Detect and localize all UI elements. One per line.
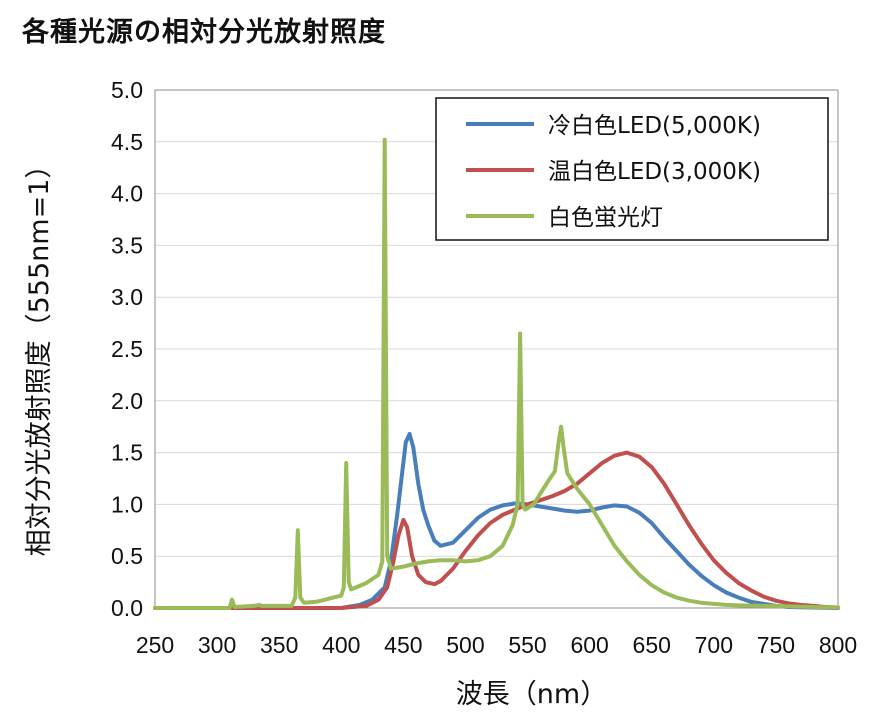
x-tick-label: 750 [757, 632, 795, 658]
legend-label-3: 白色蛍光灯 [548, 205, 663, 231]
y-tick-label: 0.5 [111, 543, 143, 569]
y-tick-label: 4.5 [111, 129, 143, 155]
x-tick-label: 650 [633, 632, 671, 658]
legend-label-1: 冷白色LED(5,000K) [548, 113, 761, 139]
series-line-3 [153, 137, 840, 610]
x-tick-label: 550 [508, 632, 546, 658]
x-tick-label: 600 [570, 632, 608, 658]
series-lines [153, 137, 840, 610]
y-tick-label: 5.0 [111, 77, 143, 103]
x-tick-label: 450 [384, 632, 422, 658]
series-line-2 [153, 450, 840, 610]
x-tick-label: 350 [260, 632, 298, 658]
y-tick-label: 3.0 [111, 284, 143, 310]
y-axis-ticks: 0.0 0.5 1.0 1.5 2.0 2.5 3.0 3.5 4.0 4.5 5.0 [111, 77, 143, 621]
legend-label-2: 温白色LED(3,000K) [548, 159, 761, 185]
y-tick-label: 2.5 [111, 336, 143, 362]
grid-lines [155, 141, 838, 557]
y-axis-label: 相対分光放射照度（555nm=1） [24, 152, 55, 557]
y-tick-label: 1.5 [111, 440, 143, 466]
y-tick-label: 4.0 [111, 181, 143, 207]
y-tick-label: 1.0 [111, 491, 143, 517]
x-tick-label: 800 [819, 632, 857, 658]
x-tick-label: 700 [695, 632, 733, 658]
y-tick-label: 0.0 [111, 595, 143, 621]
x-tick-label: 300 [198, 632, 236, 658]
x-tick-label: 400 [322, 632, 360, 658]
y-tick-label: 3.5 [111, 232, 143, 258]
x-axis-ticks: 250 300 350 400 450 500 550 600 650 700 750 800 [136, 632, 857, 658]
x-axis-label: 波長（nm） [456, 679, 607, 710]
legend: 冷白色LED(5,000K) 温白色LED(3,000K) 白色蛍光灯 [435, 97, 829, 241]
plot-area-border [154, 89, 839, 609]
chart-title: 各種光源の相対分光放射照度 [22, 17, 386, 48]
y-tick-label: 2.0 [111, 388, 143, 414]
x-tick-label: 500 [446, 632, 484, 658]
x-tick-label: 250 [136, 632, 174, 658]
